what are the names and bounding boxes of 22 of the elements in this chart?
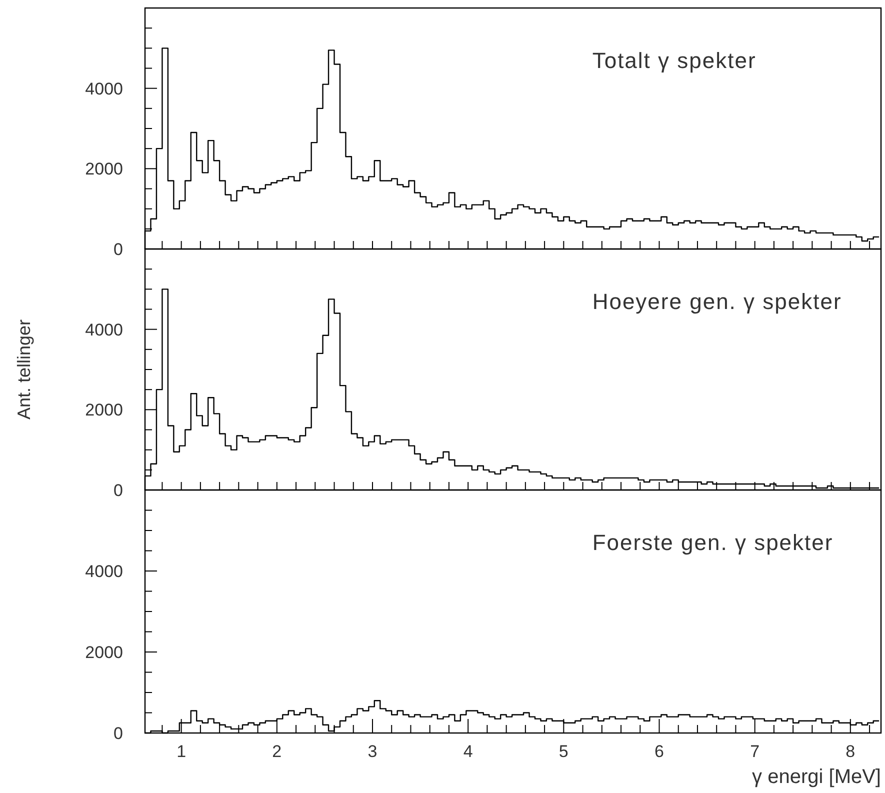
y-tick-label: 0 (114, 240, 123, 259)
x-axis-title: γ energi [MeV] (752, 766, 881, 788)
y-tick-label: 4000 (85, 79, 123, 98)
x-tick-label: 2 (272, 742, 282, 761)
y-tick-label: 2000 (85, 400, 123, 420)
text: Totalt γ spekter (592, 48, 756, 73)
y-tick-label: 2000 (85, 160, 123, 179)
y-tick-label: 2000 (85, 642, 123, 662)
x-tick-label: 6 (654, 742, 664, 761)
y-tick-label: 0 (114, 480, 123, 500)
y-tick-label: 4000 (85, 562, 123, 581)
text: Hoeyere gen. γ spekter (592, 289, 842, 314)
x-tick-label: 1 (176, 742, 186, 761)
y-tick-label: 4000 (85, 320, 123, 340)
text: Foerste gen. γ spekter (592, 530, 834, 555)
x-tick-label: 8 (846, 742, 856, 761)
x-tick-label: 5 (558, 742, 568, 761)
y-tick-label: 0 (114, 724, 123, 743)
y-axis-title: Ant. tellinger (14, 319, 34, 420)
x-tick-label: 7 (750, 742, 760, 761)
x-tick-label: 4 (463, 742, 473, 761)
x-tick-label: 3 (368, 742, 378, 761)
